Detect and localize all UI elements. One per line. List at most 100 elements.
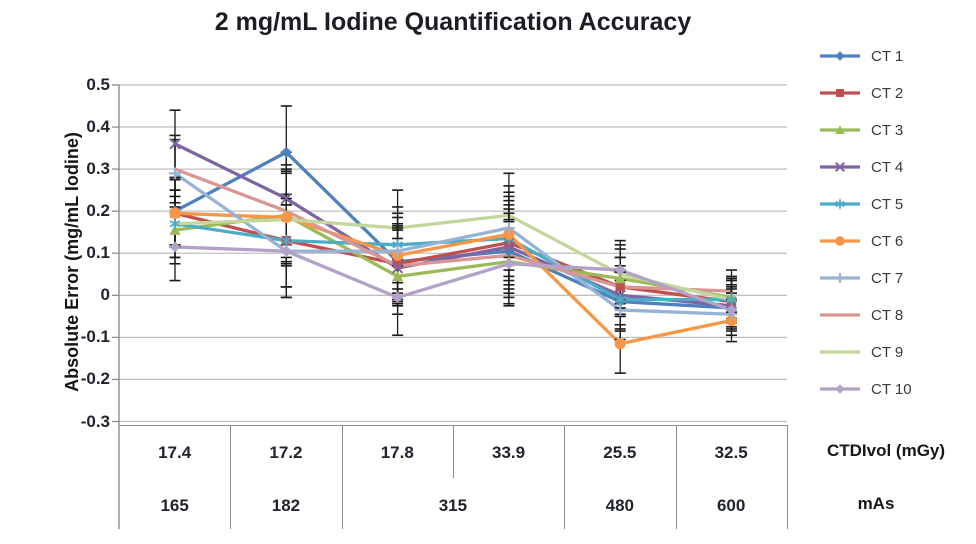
- legend-series-label: CT 8: [871, 306, 904, 324]
- series-marker-diamond: [169, 241, 181, 253]
- legend-series-label: CT 5: [871, 195, 904, 213]
- legend-series-swatch-icon: [820, 89, 860, 97]
- table-column-border: [564, 425, 566, 529]
- series-marker-diamond: [503, 245, 515, 257]
- mas-value: 480: [605, 496, 635, 515]
- legend-series-swatch-icon: [820, 313, 860, 317]
- series-marker-diamond: [280, 245, 292, 257]
- series-marker-circle: [280, 211, 292, 224]
- series-line-ct6: [174, 211, 732, 346]
- legend-item-ct6: CT 6: [818, 229, 903, 253]
- table-column-border: [452, 425, 454, 478]
- y-tick-label: -0.3: [80, 411, 110, 431]
- series-marker-asterisk: [835, 199, 845, 209]
- series-marker-triangle: [835, 125, 845, 135]
- table-column-border: [230, 425, 232, 529]
- legend-series-swatch-icon: [820, 162, 860, 172]
- legend-series-label: CT 3: [871, 121, 904, 139]
- series-marker-circle: [614, 338, 626, 350]
- legend-series-label: CT 7: [871, 269, 904, 287]
- series-marker-diamond: [280, 146, 292, 158]
- table-column-border: [786, 425, 788, 529]
- ctdivol-value: 17.4: [158, 443, 192, 462]
- mas-value: 600: [716, 496, 746, 515]
- legend-series-swatch-icon: [820, 236, 860, 246]
- series-marker-plus: [503, 222, 515, 234]
- mas-row-label: mAs: [857, 494, 895, 513]
- legend-item-ct4: CT 4: [818, 155, 903, 179]
- series-marker-plus: [391, 245, 404, 258]
- series-marker-circle: [725, 314, 738, 327]
- legend-item-ct1: CT 1: [818, 44, 903, 68]
- ctdivol-value: 17.8: [380, 443, 414, 462]
- series-line-ct7: [174, 171, 732, 316]
- chart-title: 2 mg/mL Iodine Quantification Accuracy: [214, 8, 692, 36]
- series-marker-asterisk: [726, 293, 737, 306]
- series-marker-asterisk: [614, 293, 626, 306]
- series-marker-triangle: [169, 224, 181, 235]
- series-marker-triangle: [614, 272, 626, 284]
- series-marker-x: [835, 162, 845, 172]
- series-marker-diamond: [503, 258, 515, 270]
- series-marker-circle: [835, 236, 845, 246]
- series-line-ct4: [174, 142, 732, 308]
- series-line-ct8: [174, 167, 732, 293]
- y-tick-label: -0.1: [80, 327, 110, 347]
- ctdivol-value: 33.9: [491, 443, 526, 462]
- y-tick-label: 0.4: [86, 117, 110, 137]
- legend-series-swatch-icon: [820, 272, 860, 284]
- series-marker-square: [836, 89, 844, 97]
- legend-series-label: CT 10: [871, 380, 912, 398]
- series-marker-square: [392, 259, 403, 269]
- legend-series-label: CT 9: [871, 343, 904, 361]
- mas-value: 315: [438, 496, 468, 515]
- legend-item-ct3: CT 3: [818, 118, 903, 142]
- legend-series-swatch-icon: [820, 384, 860, 394]
- series-marker-circle: [169, 207, 181, 219]
- series-marker-plus: [834, 272, 846, 284]
- series-marker-asterisk: [169, 218, 181, 230]
- legend-item-ct5: CT 5: [818, 192, 903, 216]
- legend-series-label: CT 4: [871, 158, 904, 176]
- series-marker-diamond: [614, 264, 626, 276]
- y-tick-label: 0: [100, 285, 110, 305]
- y-tick-label: 0.5: [86, 74, 110, 94]
- legend-series-label: CT 1: [871, 47, 904, 65]
- series-marker-diamond: [725, 304, 738, 316]
- legend-series-label: CT 6: [871, 232, 904, 250]
- series-marker-plus: [614, 304, 627, 316]
- mas-value: 165: [160, 496, 189, 515]
- legend-item-ct8: CT 8: [818, 303, 903, 327]
- table-column-border: [341, 425, 343, 529]
- legend-item-ct7: CT 7: [818, 266, 903, 290]
- legend-item-ct10: CT 10: [818, 377, 912, 401]
- y-tick-label: -0.2: [80, 369, 110, 389]
- series-marker-x: [503, 241, 515, 253]
- series-line-ct10: [174, 245, 733, 312]
- series-marker-triangle: [392, 270, 404, 282]
- series-marker-x: [391, 262, 404, 274]
- series-marker-diamond: [392, 291, 404, 304]
- series-marker-diamond: [835, 51, 845, 61]
- y-tick-label: 0.1: [86, 243, 110, 263]
- ctdivol-row-label: CTDIvol (mGy): [826, 441, 946, 460]
- table-column-border: [675, 425, 677, 529]
- legend-series-swatch-icon: [820, 125, 860, 135]
- ctdivol-value: 17.2: [269, 443, 303, 462]
- legend-series-swatch-icon: [820, 350, 860, 354]
- legend-series-label: CT 2: [871, 84, 904, 102]
- legend-item-ct9: CT 9: [818, 340, 903, 364]
- series-marker-x: [169, 138, 181, 150]
- series-marker-x: [280, 192, 293, 205]
- ctdivol-value: 32.5: [714, 443, 748, 462]
- legend-series-swatch-icon: [820, 199, 860, 209]
- series-marker-diamond: [835, 384, 845, 394]
- legend-item-ct2: CT 2: [818, 81, 903, 105]
- series-marker-circle: [503, 228, 515, 240]
- y-tick-label: 0.2: [86, 201, 110, 221]
- ctdivol-value: 25.5: [603, 443, 637, 462]
- y-tick-label: 0.3: [86, 159, 110, 179]
- mas-value: 182: [271, 496, 301, 515]
